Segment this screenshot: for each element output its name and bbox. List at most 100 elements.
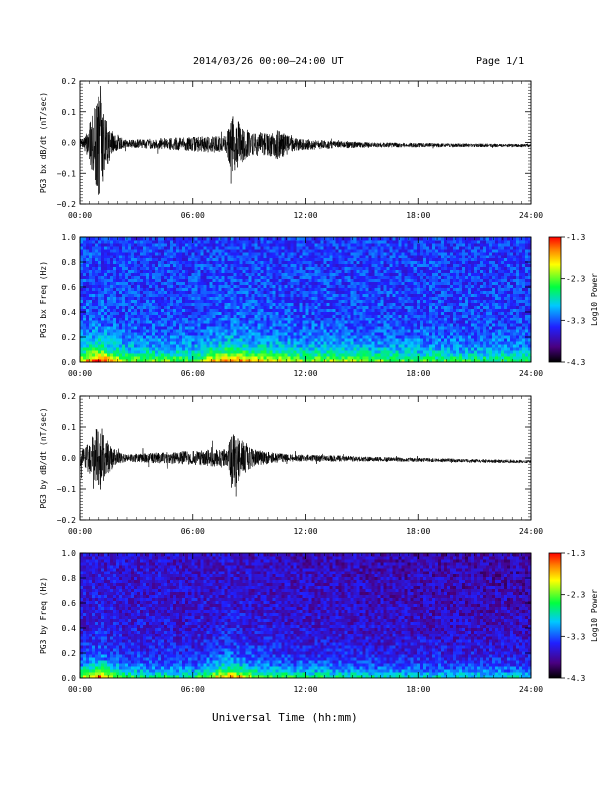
spectrogram-cell (119, 249, 122, 252)
spectrogram-cell (203, 356, 206, 359)
spectrogram-cell (420, 300, 423, 303)
spectrogram-cell (197, 246, 200, 249)
spectrogram-cell (366, 291, 369, 294)
spectrogram-cell (360, 297, 363, 300)
spectrogram-cell (110, 240, 113, 243)
spectrogram-cell (176, 279, 179, 282)
spectrogram-cell (417, 249, 420, 252)
spectrogram-cell (260, 350, 263, 353)
spectrogram-cell (396, 341, 399, 344)
spectrogram-cell (98, 326, 101, 329)
spectrogram-cell (140, 300, 143, 303)
spectrogram-cell (215, 240, 218, 243)
spectrogram-cell (393, 282, 396, 285)
spectrogram-cell (330, 314, 333, 317)
spectrogram-cell (402, 258, 405, 261)
spectrogram-cell (411, 246, 414, 249)
spectrogram-cell (101, 329, 104, 332)
spectrogram-cell (275, 323, 278, 326)
spectrogram-cell (101, 282, 104, 285)
spectrogram-cell (191, 335, 194, 338)
spectrogram-cell (191, 252, 194, 255)
spectrogram-cell (158, 353, 161, 356)
spectrogram-cell (179, 353, 182, 356)
spectrogram-cell (330, 311, 333, 314)
spectrogram-cell (333, 329, 336, 332)
spectrogram-cell (366, 356, 369, 359)
spectrogram-cell (143, 252, 146, 255)
spectrogram-cell (86, 243, 89, 246)
spectrogram-cell (203, 329, 206, 332)
spectrogram-cell (324, 291, 327, 294)
spectrogram-cell (224, 332, 227, 335)
spectrogram-cell (278, 267, 281, 270)
spectrogram-cell (197, 300, 200, 303)
spectrogram-cell (161, 317, 164, 320)
spectrogram-cell (396, 314, 399, 317)
spectrogram-cell (318, 347, 321, 350)
spectrogram-cell (89, 320, 92, 323)
spectrogram-cell (302, 270, 305, 273)
spectrogram-cell (402, 288, 405, 291)
spectrogram-cell (83, 267, 86, 270)
spectrogram-cell (299, 261, 302, 264)
spectrogram-cell (191, 323, 194, 326)
spectrogram-cell (134, 258, 137, 261)
spectrogram-cell (233, 317, 236, 320)
spectrogram-cell (140, 240, 143, 243)
spectrogram-cell (420, 320, 423, 323)
spectrogram-cell (230, 329, 233, 332)
spectrogram-cell (173, 350, 176, 353)
spectrogram-cell (290, 347, 293, 350)
spectrogram-cell (257, 302, 260, 305)
spectrogram-cell (366, 350, 369, 353)
spectrogram-cell (420, 291, 423, 294)
spectrogram-cell (176, 246, 179, 249)
spectrogram-cell (312, 288, 315, 291)
spectrogram-cell (140, 347, 143, 350)
spectrogram-cell (281, 243, 284, 246)
spectrogram-cell (275, 302, 278, 305)
spectrogram-cell (257, 279, 260, 282)
spectrogram-cell (137, 311, 140, 314)
spectrogram-cell (80, 305, 83, 308)
spectrogram-cell (140, 237, 143, 240)
spectrogram-cell (92, 264, 95, 267)
spectrogram-cell (290, 300, 293, 303)
spectrogram-cell (155, 323, 158, 326)
spectrogram-cell (287, 308, 290, 311)
spectrogram-cell (266, 341, 269, 344)
spectrogram-cell (89, 288, 92, 291)
spectrogram-cell (321, 261, 324, 264)
spectrogram-cell (318, 320, 321, 323)
spectrogram-cell (384, 353, 387, 356)
spectrogram-cell (260, 323, 263, 326)
spectrogram-cell (296, 246, 299, 249)
spectrogram-cell (254, 279, 257, 282)
spectrogram-cell (324, 308, 327, 311)
page-number: Page 1/1 (476, 56, 524, 67)
spectrogram-cell (420, 326, 423, 329)
spectrogram-cell (402, 314, 405, 317)
spectrogram-cell (266, 314, 269, 317)
spectrogram-cell (254, 246, 257, 249)
spectrogram-cell (110, 302, 113, 305)
spectrogram-cell (242, 356, 245, 359)
spectrogram-cell (354, 350, 357, 353)
spectrogram-cell (312, 356, 315, 359)
spectrogram-cell (194, 311, 197, 314)
spectrogram-cell (290, 282, 293, 285)
spectrogram-cell (164, 323, 167, 326)
spectrogram-cell (104, 302, 107, 305)
spectrogram-cell (176, 332, 179, 335)
spectrogram-cell (408, 356, 411, 359)
spectrogram-cell (179, 267, 182, 270)
spectrogram-cell (86, 314, 89, 317)
spectrogram-cell (155, 237, 158, 240)
spectrogram-cell (263, 300, 266, 303)
spectrogram-cell (284, 335, 287, 338)
spectrogram-cell (182, 264, 185, 267)
spectrogram-cell (236, 347, 239, 350)
spectrogram-cell (339, 317, 342, 320)
spectrogram-cell (80, 270, 83, 273)
